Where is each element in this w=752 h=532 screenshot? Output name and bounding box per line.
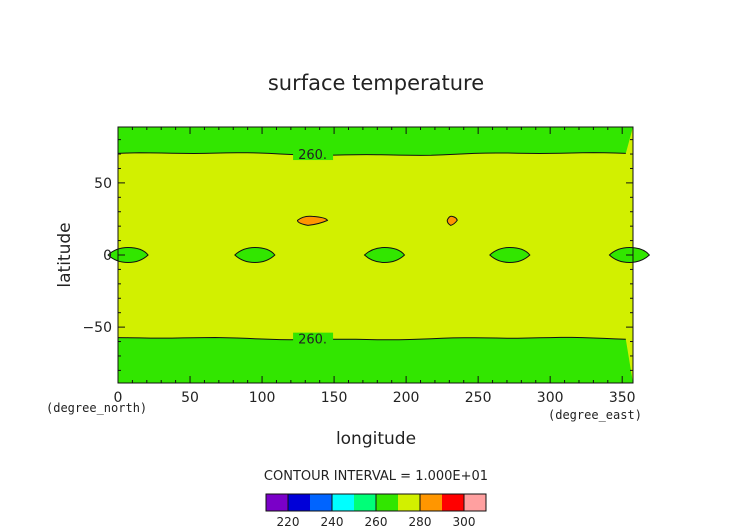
cold-patch bbox=[234, 246, 276, 264]
y-tick-label: 0 bbox=[103, 248, 112, 264]
cold-patch bbox=[489, 246, 531, 264]
colorbar-swatch bbox=[354, 494, 376, 511]
x-tick-label: 250 bbox=[465, 390, 492, 406]
colorbar-swatch bbox=[376, 494, 398, 511]
contour-line bbox=[117, 336, 626, 341]
colorbar-tick-label: 260 bbox=[365, 515, 388, 529]
colorbar-tick-label: 220 bbox=[277, 515, 300, 529]
colorbar-tick-label: 300 bbox=[453, 515, 476, 529]
cold-patch bbox=[363, 246, 406, 264]
y-unit-label: (degree_north) bbox=[46, 401, 147, 415]
x-axis-label: longitude bbox=[336, 429, 416, 449]
colorbar: 220 240 260 280 300 bbox=[265, 493, 487, 529]
chart-title: surface temperature bbox=[268, 71, 484, 95]
contour-label: 260. bbox=[298, 333, 327, 348]
colorbar-swatch bbox=[288, 494, 310, 511]
contour-label-bg bbox=[293, 148, 334, 161]
contour-label: 260. bbox=[298, 148, 327, 163]
x-tick-label: 200 bbox=[393, 390, 420, 406]
axes: 0 50 100 150 200 250 300 350 −50 0 50 bbox=[82, 126, 636, 406]
y-tick-label: 50 bbox=[94, 176, 112, 192]
y-tick-label: −50 bbox=[82, 320, 112, 336]
colorbar-swatch bbox=[464, 494, 486, 511]
warm-spot bbox=[296, 215, 329, 226]
x-tick-label: 0 bbox=[114, 390, 123, 406]
contour-line bbox=[117, 152, 626, 156]
colorbar-tick-label: 240 bbox=[321, 515, 344, 529]
colorbar-tick-label: 280 bbox=[409, 515, 432, 529]
plot-area: 260. 260. bbox=[107, 127, 651, 383]
colorbar-swatch bbox=[266, 494, 288, 511]
cold-band-north bbox=[118, 127, 633, 156]
colorbar-swatch bbox=[398, 494, 420, 511]
contour-label-bg bbox=[293, 332, 334, 345]
x-tick-label: 100 bbox=[249, 390, 276, 406]
x-tick-label: 150 bbox=[321, 390, 348, 406]
x-tick-label: 300 bbox=[537, 390, 564, 406]
x-tick-label: 350 bbox=[609, 390, 636, 406]
warm-spot bbox=[446, 215, 458, 226]
x-unit-label: (degree_east) bbox=[548, 408, 642, 422]
cold-band-south bbox=[118, 337, 633, 383]
colorbar-swatch bbox=[332, 494, 354, 511]
x-tick-label: 50 bbox=[181, 390, 199, 406]
contour-interval: CONTOUR INTERVAL = 1.000E+01 bbox=[264, 469, 488, 484]
colorbar-swatch bbox=[420, 494, 442, 511]
y-axis-label: latitude bbox=[55, 222, 75, 287]
colorbar-swatch bbox=[442, 494, 464, 511]
colorbar-swatch bbox=[310, 494, 332, 511]
